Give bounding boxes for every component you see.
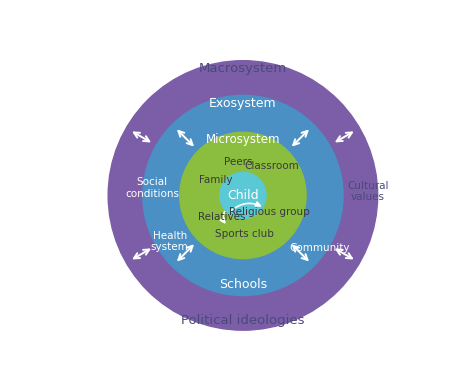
Text: Child: Child — [227, 189, 259, 202]
Text: Peers: Peers — [224, 157, 253, 166]
Text: Relatives: Relatives — [198, 212, 245, 222]
Text: Sports club: Sports club — [215, 229, 274, 239]
Text: Schools: Schools — [219, 278, 267, 291]
Text: Social
conditions: Social conditions — [125, 177, 179, 199]
Text: Family: Family — [199, 175, 233, 185]
Circle shape — [108, 61, 378, 330]
FancyArrowPatch shape — [220, 212, 225, 223]
Text: Exosystem: Exosystem — [209, 96, 277, 110]
Text: Religious group: Religious group — [229, 207, 310, 217]
Text: Macrosystem: Macrosystem — [199, 62, 287, 75]
Text: Cultural
values: Cultural values — [347, 181, 388, 202]
Circle shape — [143, 95, 343, 296]
Circle shape — [180, 132, 306, 259]
Text: Microsystem: Microsystem — [206, 134, 280, 147]
FancyArrowPatch shape — [231, 202, 260, 211]
Text: Political ideologies: Political ideologies — [181, 314, 305, 327]
Circle shape — [220, 172, 266, 219]
Text: Classroom: Classroom — [245, 161, 300, 171]
Text: Community: Community — [290, 243, 350, 253]
Text: Health
system: Health system — [151, 231, 189, 252]
